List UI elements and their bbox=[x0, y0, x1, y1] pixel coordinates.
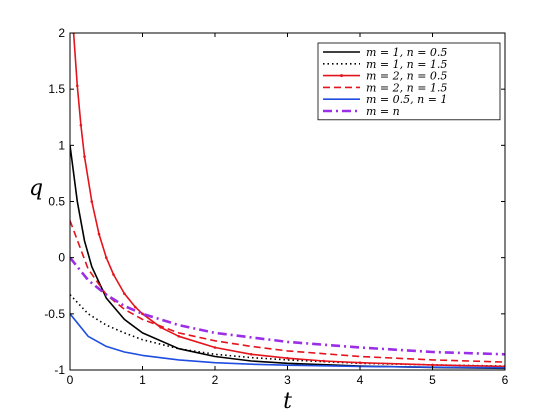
series-point-3 bbox=[90, 200, 94, 203]
y-tick-label: -0.5 bbox=[44, 307, 65, 321]
x-tick-label: 2 bbox=[212, 373, 219, 387]
y-tick-label: 1 bbox=[58, 138, 65, 152]
series-point-3 bbox=[177, 335, 181, 338]
series-point-3 bbox=[123, 292, 126, 295]
x-tick-label: 1 bbox=[139, 373, 146, 387]
legend: m = 1, n = 0.5m = 1, n = 1.5m = 2, n = 0… bbox=[317, 42, 501, 121]
x-tick-label: 4 bbox=[357, 373, 364, 387]
series-point-3 bbox=[75, 84, 79, 88]
series-point-3 bbox=[141, 312, 144, 316]
legend-swatch-dot bbox=[340, 74, 343, 78]
series-line-1 bbox=[70, 145, 505, 370]
series-point-3 bbox=[431, 363, 434, 367]
series-point-3 bbox=[358, 361, 362, 364]
legend-label-6: m = n bbox=[366, 105, 400, 118]
y-tick-label: 2 bbox=[58, 26, 65, 40]
y-tick-label: 0 bbox=[58, 251, 65, 265]
y-tick-label: 0.5 bbox=[48, 195, 65, 209]
legend-label-2: m = 1, n = 1.5 bbox=[366, 58, 447, 71]
legend-label-3: m = 2, n = 0.5 bbox=[366, 70, 447, 83]
series-point-3 bbox=[79, 123, 83, 127]
y-axis-label: q bbox=[29, 176, 43, 201]
series-point-3 bbox=[83, 155, 86, 158]
y-tick-label: 1.5 bbox=[48, 82, 65, 96]
legend-box bbox=[317, 42, 501, 121]
series-point-3 bbox=[286, 356, 289, 360]
x-tick-label: 0 bbox=[67, 373, 74, 387]
legend-label-4: m = 2, n = 1.5 bbox=[366, 81, 447, 94]
series-line-6 bbox=[70, 256, 505, 356]
x-tick-label: 5 bbox=[429, 373, 436, 387]
x-axis-label: t bbox=[283, 389, 292, 414]
series-point-3 bbox=[112, 273, 115, 276]
series-point-3 bbox=[133, 305, 137, 309]
legend-label-5: m = 0.5, n = 1 bbox=[366, 93, 447, 106]
ticks-layer: 0 1 2 3 4 5 6 -1 -0.5 0 0.5 1 1.5 2 bbox=[44, 26, 508, 387]
x-tick-label: 3 bbox=[284, 373, 291, 387]
series-line-5 bbox=[70, 313, 505, 369]
series-line-2 bbox=[70, 294, 505, 367]
series-point-3 bbox=[249, 352, 253, 356]
series-line-3 bbox=[72, 33, 505, 368]
series-point-3 bbox=[97, 232, 101, 236]
legend-label-1: m = 1, n = 0.5 bbox=[366, 46, 447, 59]
series-point-3 bbox=[104, 256, 108, 259]
series-point-3 bbox=[322, 359, 326, 363]
series-layer bbox=[70, 33, 505, 370]
y-tick-label: -1 bbox=[54, 363, 65, 377]
series-point-3 bbox=[213, 346, 217, 349]
x-tick-label: 6 bbox=[502, 373, 509, 387]
series-line-4 bbox=[70, 220, 505, 363]
